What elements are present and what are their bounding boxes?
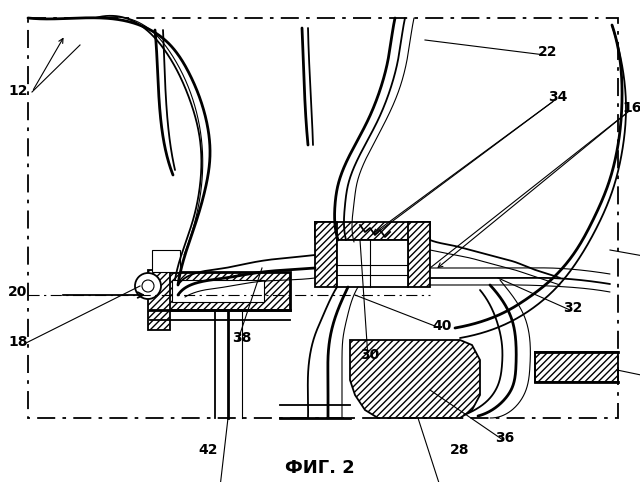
Circle shape bbox=[142, 280, 154, 292]
Circle shape bbox=[135, 273, 161, 299]
Bar bbox=[152, 250, 180, 272]
Text: 38: 38 bbox=[232, 331, 252, 345]
Text: 28: 28 bbox=[451, 443, 470, 457]
Bar bbox=[408, 222, 430, 287]
Bar bbox=[150, 272, 290, 310]
Bar bbox=[535, 352, 618, 382]
Text: 16: 16 bbox=[622, 101, 640, 115]
Bar bbox=[315, 222, 337, 287]
Text: 36: 36 bbox=[495, 431, 515, 445]
Text: 34: 34 bbox=[548, 90, 568, 104]
Text: 40: 40 bbox=[432, 319, 452, 333]
Text: 42: 42 bbox=[198, 443, 218, 457]
Text: 32: 32 bbox=[563, 301, 582, 315]
Text: 20: 20 bbox=[8, 285, 28, 299]
Bar bbox=[172, 280, 264, 302]
Text: 30: 30 bbox=[360, 348, 380, 362]
Bar bbox=[148, 270, 170, 330]
Bar bbox=[315, 222, 430, 240]
Text: 22: 22 bbox=[538, 45, 557, 59]
Bar bbox=[337, 240, 408, 287]
Text: 12: 12 bbox=[8, 84, 28, 98]
Bar bbox=[28, 18, 618, 418]
Text: ФИГ. 2: ФИГ. 2 bbox=[285, 459, 355, 477]
Text: 18: 18 bbox=[8, 335, 28, 349]
